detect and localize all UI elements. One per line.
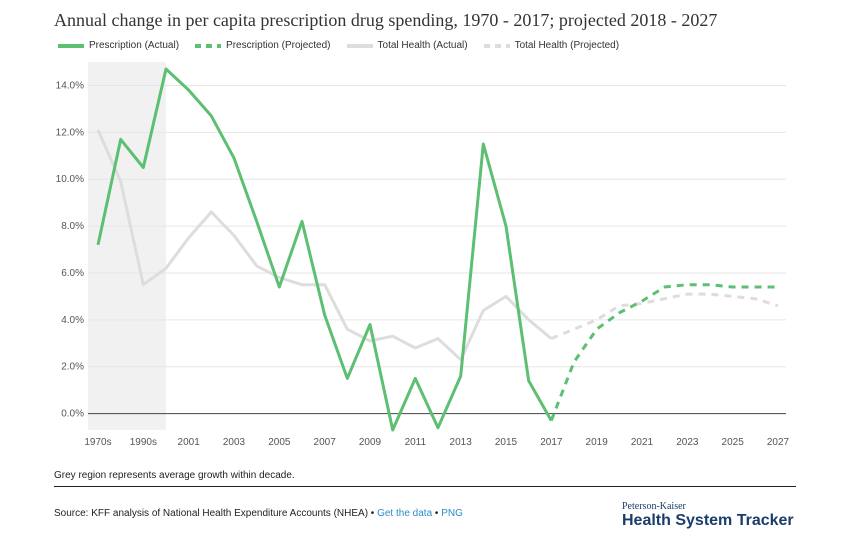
source-text: Source: KFF analysis of National Health … — [54, 508, 378, 519]
x-tick-label: 2013 — [450, 437, 473, 448]
y-tick-label: 4.0% — [61, 315, 84, 326]
y-tick-label: 14.0% — [56, 80, 84, 91]
png-link[interactable]: PNG — [441, 508, 463, 519]
y-tick-label: 8.0% — [61, 221, 84, 232]
y-tick-label: 10.0% — [56, 174, 84, 185]
x-tick-label: 2005 — [268, 437, 291, 448]
legend-swatch-dashed-green — [195, 43, 222, 48]
x-tick-label: 2011 — [405, 437, 427, 448]
legend-label: Prescription (Projected) — [226, 40, 331, 51]
legend: Prescription (Actual) Prescription (Proj… — [58, 40, 619, 51]
series-line-total-health-projected — [550, 292, 779, 340]
x-tick-label: 1970s — [84, 437, 111, 448]
y-tick-label: 2.0% — [61, 362, 84, 373]
brand-logo: Peterson-Kaiser Health System Tracker — [622, 501, 794, 530]
legend-label: Prescription (Actual) — [89, 40, 180, 51]
x-tick-label: 2027 — [767, 437, 790, 448]
legend-swatch-solid-green — [58, 43, 84, 48]
legend-swatch-dashed-grey — [483, 43, 510, 48]
brand-main-text: Health System Tracker — [622, 512, 794, 529]
legend-label: Total Health (Projected) — [514, 40, 620, 51]
x-tick-label: 2023 — [676, 437, 699, 448]
x-tick-label: 2003 — [223, 437, 246, 448]
legend-item-prescription-actual[interactable]: Prescription (Actual) — [58, 40, 179, 51]
get-the-data-link[interactable]: Get the data — [377, 508, 433, 519]
x-tick-label: 2017 — [540, 437, 563, 448]
chart-title: Annual change in per capita prescription… — [54, 10, 718, 30]
brand-top-text: Peterson-Kaiser — [622, 501, 686, 512]
source-line: Source: KFF analysis of National Health … — [54, 508, 463, 519]
series-line-prescription-projected — [549, 283, 778, 422]
x-tick-label: 2015 — [495, 437, 518, 448]
y-tick-label: 12.0% — [56, 127, 84, 138]
legend-swatch-solid-grey — [346, 43, 373, 48]
chart-note: Grey region represents average growth wi… — [54, 470, 295, 481]
series-line-prescription-actual — [96, 67, 553, 432]
series-line-total-health-actual — [96, 129, 553, 362]
x-tick-label: 2019 — [586, 437, 609, 448]
x-tick-label: 2007 — [314, 437, 337, 448]
x-tick-label: 1990s — [130, 437, 157, 448]
legend-item-prescription-projected[interactable]: Prescription (Projected) — [195, 40, 331, 51]
source-separator: • — [432, 508, 442, 519]
y-tick-label: 6.0% — [61, 268, 84, 279]
x-tick-label: 2001 — [178, 437, 201, 448]
legend-item-total-health-projected[interactable]: Total Health (Projected) — [483, 40, 620, 51]
y-tick-label: 0.0% — [61, 409, 84, 420]
x-tick-label: 2009 — [359, 437, 382, 448]
x-tick-label: 2025 — [722, 437, 745, 448]
legend-label: Total Health (Actual) — [377, 40, 468, 51]
x-tick-label: 2021 — [631, 437, 654, 448]
legend-item-total-health-actual[interactable]: Total Health (Actual) — [346, 40, 468, 51]
divider — [54, 486, 796, 487]
